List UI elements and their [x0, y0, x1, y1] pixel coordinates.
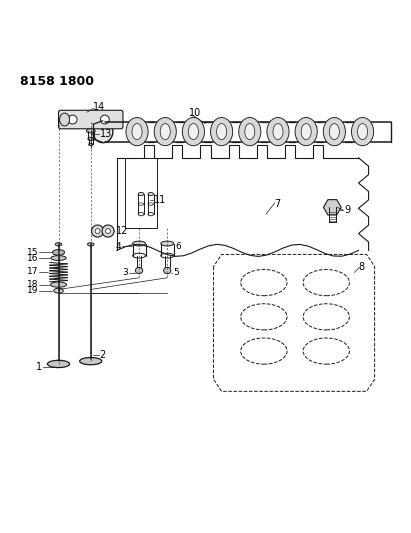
Ellipse shape: [68, 115, 77, 124]
Text: 19: 19: [27, 286, 38, 295]
Text: 10: 10: [189, 109, 202, 118]
Ellipse shape: [161, 253, 174, 258]
Ellipse shape: [133, 253, 145, 258]
Ellipse shape: [351, 117, 374, 146]
Ellipse shape: [267, 117, 289, 146]
Text: 9: 9: [344, 205, 351, 215]
Ellipse shape: [86, 129, 95, 133]
Ellipse shape: [133, 241, 145, 246]
Ellipse shape: [47, 360, 69, 368]
Ellipse shape: [95, 229, 100, 233]
Ellipse shape: [164, 268, 171, 274]
Text: 6: 6: [175, 242, 181, 251]
Text: 16: 16: [27, 254, 38, 263]
Text: 3: 3: [122, 268, 128, 277]
Ellipse shape: [102, 225, 114, 237]
Text: 14: 14: [93, 102, 105, 111]
Ellipse shape: [55, 243, 62, 246]
Text: 4: 4: [115, 242, 121, 251]
Ellipse shape: [188, 124, 199, 140]
FancyBboxPatch shape: [58, 110, 123, 129]
Ellipse shape: [301, 124, 311, 140]
Ellipse shape: [323, 117, 345, 146]
Ellipse shape: [89, 143, 93, 146]
Text: 17: 17: [27, 267, 38, 276]
Ellipse shape: [51, 256, 66, 261]
Ellipse shape: [51, 282, 67, 287]
Ellipse shape: [53, 249, 65, 255]
Text: 11: 11: [154, 195, 166, 205]
Ellipse shape: [100, 115, 109, 124]
Ellipse shape: [136, 268, 143, 274]
Ellipse shape: [138, 192, 144, 196]
Ellipse shape: [88, 137, 94, 141]
Ellipse shape: [273, 124, 283, 140]
Ellipse shape: [93, 120, 113, 143]
Text: 7: 7: [274, 199, 280, 209]
Ellipse shape: [148, 213, 154, 216]
Ellipse shape: [132, 124, 142, 140]
Ellipse shape: [148, 192, 154, 196]
Ellipse shape: [217, 124, 226, 140]
Ellipse shape: [239, 117, 261, 146]
Text: 15: 15: [27, 248, 38, 257]
Ellipse shape: [92, 225, 104, 237]
Text: 2: 2: [99, 350, 106, 360]
Text: 1: 1: [36, 362, 42, 372]
Ellipse shape: [60, 113, 69, 126]
Text: 12: 12: [116, 226, 128, 236]
Ellipse shape: [329, 124, 339, 140]
Ellipse shape: [358, 124, 367, 140]
Text: 18: 18: [27, 280, 38, 289]
Text: 8: 8: [358, 262, 365, 271]
Ellipse shape: [210, 117, 233, 146]
Text: 13: 13: [99, 128, 112, 139]
Ellipse shape: [160, 124, 170, 140]
Ellipse shape: [106, 229, 111, 233]
Ellipse shape: [295, 117, 317, 146]
Ellipse shape: [182, 117, 205, 146]
Ellipse shape: [88, 243, 94, 246]
Text: 8158 1800: 8158 1800: [20, 75, 94, 88]
Ellipse shape: [80, 358, 102, 365]
Ellipse shape: [138, 213, 144, 216]
Ellipse shape: [154, 117, 176, 146]
Ellipse shape: [126, 117, 148, 146]
Ellipse shape: [245, 124, 255, 140]
Ellipse shape: [54, 288, 63, 293]
Ellipse shape: [161, 241, 174, 246]
Text: 5: 5: [173, 268, 179, 277]
